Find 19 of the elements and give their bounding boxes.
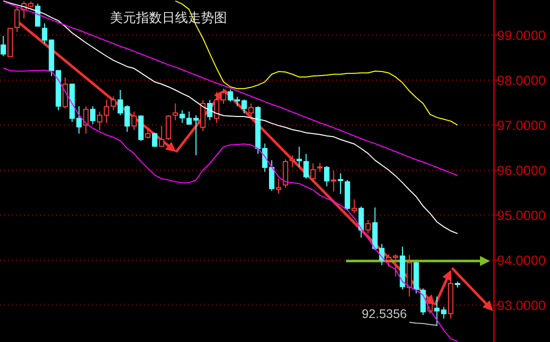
y-tick-label: 99.0000 — [497, 28, 546, 44]
candlestick — [296, 146, 302, 168]
candlestick — [172, 103, 178, 121]
candlestick — [406, 254, 412, 298]
y-tick-label: 94.0000 — [497, 253, 546, 268]
y-tick-label: 93.0000 — [497, 298, 546, 314]
y-tick-label: 97.0000 — [497, 118, 546, 134]
y-tick-label: 96.0000 — [497, 163, 546, 178]
line-series — [174, 0, 458, 126]
candlestick — [352, 198, 357, 214]
candlestick — [83, 106, 89, 134]
candlestick — [330, 170, 336, 192]
line-series — [2, 67, 458, 342]
line-series — [2, 0, 458, 176]
candlestick — [448, 273, 454, 320]
y-tick-label: 95.0000 — [497, 208, 546, 224]
annotation: 92.5356 — [362, 307, 407, 321]
line-series — [2, 0, 458, 234]
y-tick-label: 98.0000 — [497, 73, 546, 88]
